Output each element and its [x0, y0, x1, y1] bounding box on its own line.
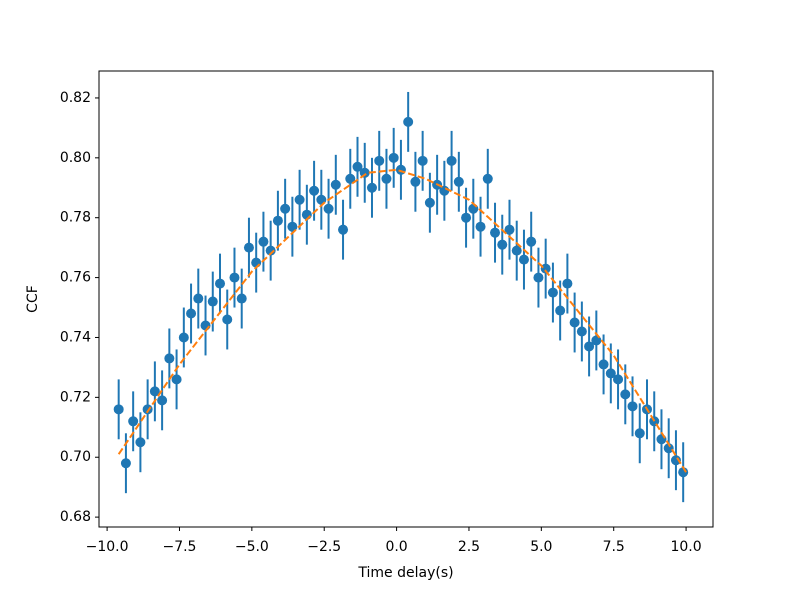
data-point — [309, 185, 320, 196]
data-point — [461, 212, 472, 223]
data-point — [272, 215, 283, 226]
data-point — [381, 173, 392, 184]
y-tick-label: 0.76 — [60, 270, 91, 286]
y-tick-label: 0.72 — [60, 389, 91, 405]
data-point — [598, 359, 609, 370]
data-point — [222, 314, 233, 325]
data-point — [186, 308, 197, 319]
data-point — [620, 389, 631, 400]
fit-line — [117, 168, 687, 473]
data-point — [533, 272, 544, 283]
data-point — [497, 239, 508, 250]
data-point — [149, 386, 160, 397]
data-point — [374, 155, 385, 166]
data-point — [287, 221, 298, 232]
data-point — [547, 287, 558, 298]
data-point — [207, 296, 218, 307]
data-point — [482, 173, 493, 184]
y-axis-label: CCF — [25, 285, 41, 313]
data-point — [453, 176, 464, 187]
data-point — [258, 236, 269, 247]
data-point — [128, 416, 139, 427]
data-point — [468, 203, 479, 214]
data-point — [135, 437, 146, 448]
data-point — [475, 221, 486, 232]
data-point — [569, 317, 580, 328]
data-point — [670, 455, 681, 466]
data-point — [576, 326, 587, 337]
data-point — [366, 182, 377, 193]
x-axis-label: Time delay(s) — [357, 565, 453, 581]
data-point — [605, 368, 616, 379]
data-point — [164, 353, 175, 364]
y-tick-label: 0.74 — [60, 329, 91, 345]
data-point — [243, 242, 254, 253]
data-point — [229, 272, 240, 283]
x-tick-label: 10.0 — [670, 539, 701, 555]
data-point — [663, 443, 674, 454]
x-tick-label: −10.0 — [86, 539, 129, 555]
data-point — [200, 320, 211, 331]
data-point — [540, 263, 551, 274]
x-tick-label: 7.5 — [603, 539, 625, 555]
data-point — [352, 161, 363, 172]
data-point — [120, 458, 131, 469]
y-tick-label: 0.68 — [60, 509, 91, 525]
x-tick-label: 5.0 — [530, 539, 552, 555]
data-point — [330, 179, 341, 190]
plot-frame — [98, 70, 714, 528]
data-point — [518, 254, 529, 265]
y-tick-label: 0.80 — [60, 150, 91, 166]
data-point — [555, 305, 566, 316]
data-point — [395, 164, 406, 175]
y-tick-label: 0.82 — [60, 90, 91, 106]
data-point — [584, 341, 595, 352]
data-point — [157, 395, 168, 406]
y-tick-label: 0.78 — [60, 210, 91, 226]
data-point — [178, 332, 189, 343]
data-point — [403, 116, 414, 127]
data-point — [294, 194, 305, 205]
data-point — [410, 176, 421, 187]
x-tick-label: −7.5 — [162, 539, 196, 555]
data-point — [634, 428, 645, 439]
data-point — [338, 224, 349, 235]
data-point — [113, 404, 124, 415]
data-point — [359, 167, 370, 178]
data-point — [627, 401, 638, 412]
y-tick-label: 0.70 — [60, 449, 91, 465]
data-point — [417, 155, 428, 166]
data-point — [511, 245, 522, 256]
data-point — [656, 434, 667, 445]
data-point — [280, 203, 291, 214]
data-point — [171, 374, 182, 385]
data-point — [562, 278, 573, 289]
data-point — [345, 173, 356, 184]
data-point — [446, 155, 457, 166]
x-tick-label: −5.0 — [235, 539, 269, 555]
data-point — [504, 224, 515, 235]
x-tick-label: 0.0 — [385, 539, 407, 555]
x-tick-label: −2.5 — [307, 539, 341, 555]
data-point — [193, 293, 204, 304]
data-point — [215, 278, 226, 289]
data-point — [236, 293, 247, 304]
data-point — [323, 203, 334, 214]
data-point — [265, 245, 276, 256]
data-point — [424, 197, 435, 208]
x-tick-label: 2.5 — [458, 539, 480, 555]
data-point — [490, 227, 501, 238]
data-point — [388, 152, 399, 163]
data-point — [526, 236, 537, 247]
data-point — [613, 374, 624, 385]
